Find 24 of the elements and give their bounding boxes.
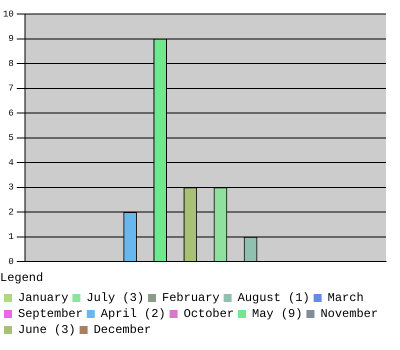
- y-tick-label: 1: [8, 232, 14, 242]
- legend-label: December: [94, 323, 152, 338]
- y-tick-label: 6: [8, 108, 14, 118]
- legend-label: May (9): [252, 307, 302, 322]
- legend-label: February: [162, 291, 220, 306]
- legend-label: April (2): [100, 307, 166, 322]
- legend-label: March: [328, 291, 364, 306]
- y-tick-label: 4: [8, 158, 14, 168]
- legend-label: October: [184, 307, 234, 322]
- legend-label: July (3): [86, 291, 144, 306]
- y-tick-label: 10: [2, 9, 14, 20]
- y-tick-label: 5: [8, 133, 14, 144]
- y-tick-label: 9: [8, 34, 14, 44]
- legend-label: November: [320, 307, 378, 322]
- legend-label: January: [18, 291, 68, 306]
- legend-label: August (1): [238, 291, 310, 306]
- legend-label: June (3): [18, 323, 76, 338]
- y-tick-label: 8: [8, 58, 14, 69]
- legend-label: September: [18, 307, 83, 322]
- y-tick-label: 2: [8, 207, 14, 218]
- y-tick-label: 3: [8, 182, 14, 193]
- legend-title: Legend: [0, 270, 44, 285]
- y-tick-label: 7: [8, 84, 14, 94]
- y-tick-label: 0: [8, 256, 14, 267]
